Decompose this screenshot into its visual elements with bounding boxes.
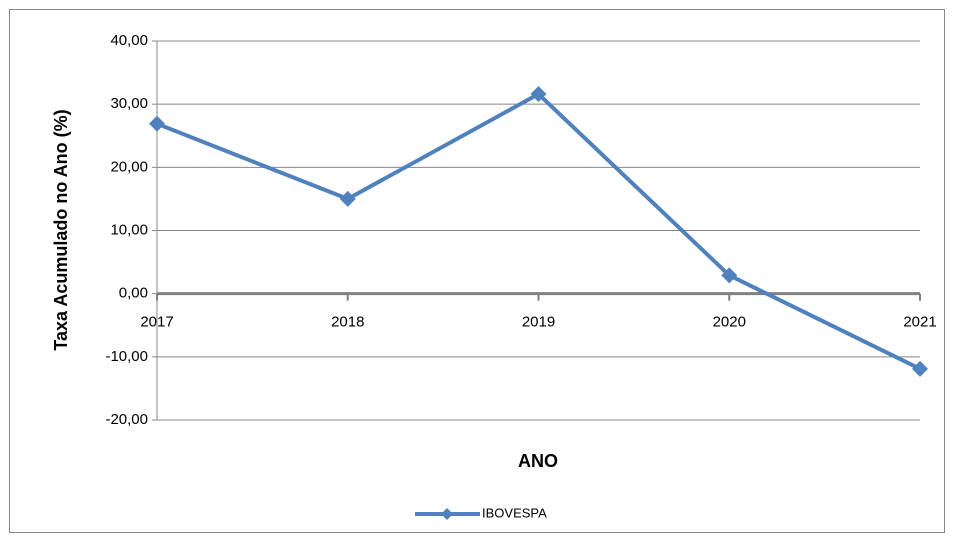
y-tick-label: -20,00	[105, 411, 148, 428]
point-marker	[912, 360, 928, 377]
x-tick-label: 2019	[522, 314, 555, 331]
y-tick-label: 0,00	[119, 285, 148, 302]
point-marker	[530, 86, 547, 103]
legend-label: IBOVESPA	[482, 505, 547, 520]
chart-border	[9, 9, 945, 533]
point-marker	[721, 267, 738, 284]
x-tick-label: 2017	[140, 314, 173, 331]
point-marker	[149, 115, 165, 132]
point-marker	[339, 190, 356, 207]
x-axis-label: ANO	[518, 451, 558, 471]
x-tick-label: 2020	[713, 314, 746, 331]
y-tick-label: 10,00	[110, 221, 148, 238]
y-axis-label: Taxa Acumulado no Ano (%)	[51, 109, 71, 350]
x-tick-label: 2021	[903, 314, 936, 331]
legend-marker	[441, 508, 453, 520]
y-tick-label: -10,00	[105, 348, 148, 365]
y-tick-label: 20,00	[110, 158, 148, 175]
x-tick-label: 2018	[331, 314, 364, 331]
y-tick-label: 40,00	[110, 32, 148, 49]
y-tick-label: 30,00	[110, 95, 148, 112]
